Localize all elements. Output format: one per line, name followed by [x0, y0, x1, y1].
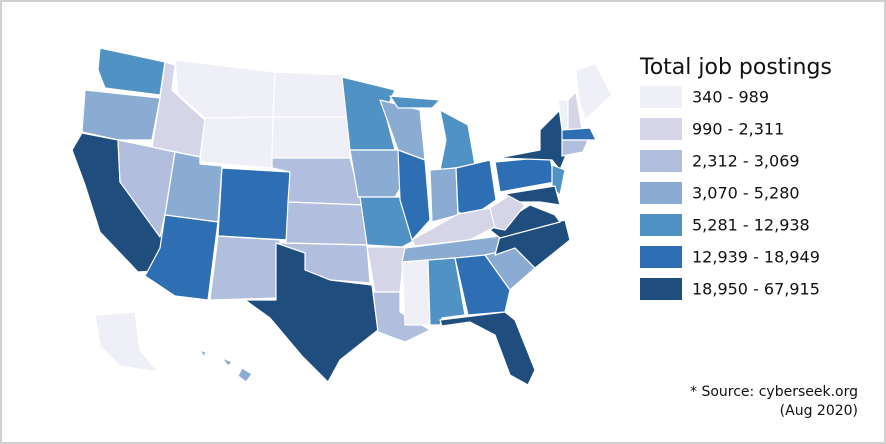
legend-label: 12,939 - 18,949	[692, 248, 820, 267]
state	[94, 311, 159, 373]
state	[561, 139, 589, 157]
state	[237, 367, 253, 383]
state	[489, 204, 561, 239]
state	[285, 201, 368, 246]
legend-swatch	[640, 118, 682, 140]
legend-swatch	[640, 150, 682, 172]
state	[144, 214, 219, 301]
state	[217, 167, 291, 241]
state	[199, 349, 207, 358]
legend-label: 3,070 - 5,280	[692, 184, 800, 203]
state	[429, 167, 459, 223]
state	[575, 63, 613, 121]
state	[272, 71, 349, 118]
legend-swatch	[640, 214, 682, 236]
state	[489, 194, 526, 231]
legend-label: 340 - 989	[692, 88, 769, 107]
legend-swatch	[640, 86, 682, 108]
source-line: (Aug 2020)	[780, 403, 858, 419]
state	[454, 254, 511, 316]
legend-label: 2,312 - 3,069	[692, 152, 800, 171]
state	[81, 89, 161, 141]
state	[397, 149, 431, 241]
state	[341, 76, 396, 151]
us-map	[71, 47, 613, 386]
state	[494, 219, 571, 269]
legend-swatch	[640, 182, 682, 204]
legend-swatch	[640, 278, 682, 300]
legend: Total job postings 340 - 989 990 - 2,311 2…	[639, 55, 832, 300]
state	[271, 116, 351, 159]
state	[359, 196, 416, 248]
source-line: * Source: cyberseek.org	[690, 384, 858, 400]
state	[401, 259, 431, 326]
state	[561, 127, 597, 141]
state	[504, 185, 561, 206]
state	[372, 291, 431, 343]
legend-title: Total job postings	[639, 55, 832, 80]
state	[97, 47, 166, 96]
legend-label: 990 - 2,311	[692, 120, 784, 139]
state	[389, 95, 441, 109]
state	[244, 242, 379, 383]
legend-label: 18,950 - 67,915	[692, 280, 820, 299]
state	[221, 357, 233, 367]
legend-label: 5,281 - 12,938	[692, 216, 810, 235]
state	[439, 311, 536, 386]
legend-swatch	[640, 246, 682, 268]
state	[199, 116, 274, 169]
state	[209, 235, 281, 301]
